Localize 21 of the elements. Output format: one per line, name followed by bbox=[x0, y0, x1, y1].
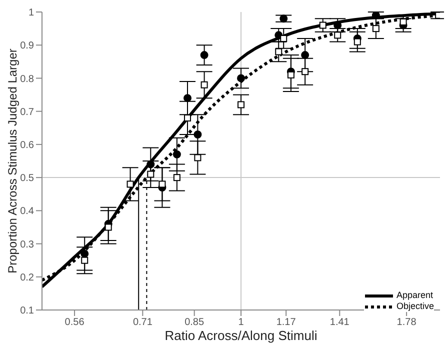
y-tick-label: 0.4 bbox=[20, 206, 34, 218]
y-tick-label: 0.8 bbox=[20, 74, 34, 85]
x-tick-label: 1.41 bbox=[330, 317, 350, 328]
y-tick-label: 1 bbox=[28, 8, 34, 19]
x-tick-label: 0.71 bbox=[132, 317, 153, 328]
y-tick-label: 0.3 bbox=[20, 239, 34, 250]
x-tick-label: 1.17 bbox=[276, 317, 296, 328]
y-tick-label: 0.2 bbox=[20, 272, 34, 284]
x-tick-label: 0.85 bbox=[184, 317, 205, 328]
y-tick-label: 0.1 bbox=[20, 306, 34, 317]
x-tick-label: 0.56 bbox=[64, 317, 85, 328]
x-tick-label: 1.78 bbox=[396, 317, 417, 328]
y-tick-label: 0.7 bbox=[20, 106, 34, 118]
y-tick-label: 0.5 bbox=[20, 173, 34, 184]
y-tick-label: 0.6 bbox=[20, 140, 34, 151]
legend-label: Apparent bbox=[396, 290, 433, 301]
y-tick-label: 0.9 bbox=[20, 40, 34, 52]
x-axis-title: Ratio Across/Along Stimuli bbox=[164, 328, 318, 343]
y-axis-title: Proportion Across Stimulus Judged Larger bbox=[5, 48, 20, 274]
x-tick-label: 1 bbox=[238, 317, 244, 328]
legend-label: Objective bbox=[396, 301, 434, 312]
